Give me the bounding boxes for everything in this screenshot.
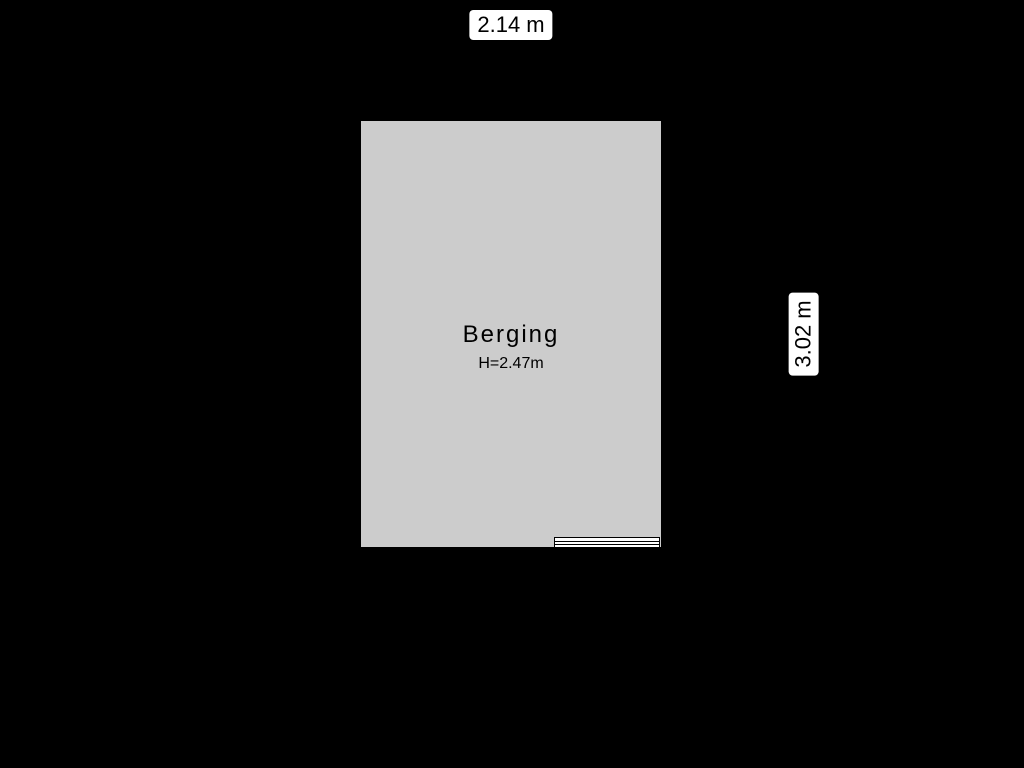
door-stripe [555,541,659,542]
door-threshold [554,537,660,549]
dimension-width-label: 2.14 m [469,10,552,40]
room-height-label: H=2.47m [361,355,661,373]
room-label-block: Berging H=2.47m [361,321,661,373]
door-stripe [555,544,659,545]
room-berging: Berging H=2.47m [358,118,664,550]
room-name: Berging [361,321,661,349]
door-stripe [555,547,659,548]
dimension-depth-label: 3.02 m [789,292,819,375]
